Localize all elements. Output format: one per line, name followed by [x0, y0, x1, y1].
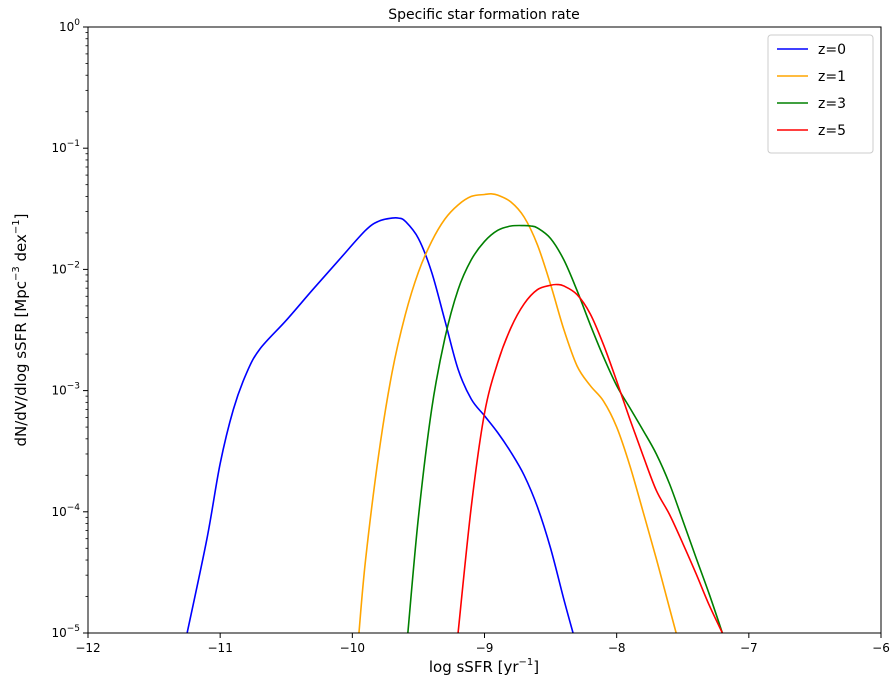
y-tick-label: 100 [59, 18, 80, 34]
y-tick-label: 10−2 [51, 260, 80, 276]
y-tick-base: 10 [51, 141, 66, 155]
y-tick-base: 10 [51, 384, 66, 398]
legend-label: z=3 [818, 96, 846, 112]
y-tick-base: 10 [51, 262, 66, 276]
y-axis-label-main: dN/dV/dlog sSFR [Mpc [12, 281, 30, 447]
y-tick-exponent: 0 [74, 18, 80, 28]
series-layer [186, 193, 724, 633]
y-axis-label: dN/dV/dlog sSFR [Mpc−3 dex−1] [11, 213, 30, 446]
x-ticks: −12 −11 −10 −9 −8 −7 −6 [75, 633, 890, 655]
x-tick-label: −7 [740, 641, 758, 655]
series-line-z5 [457, 283, 724, 633]
series-line-z1 [358, 193, 677, 633]
x-axis-label-exp: −1 [519, 657, 534, 668]
x-axis-label-main: log sSFR [yr [429, 658, 520, 676]
x-axis-label: log sSFR [yr−1] [429, 657, 539, 676]
series-line-z0 [186, 216, 574, 633]
y-tick-base: 10 [59, 20, 74, 34]
legend-label: z=1 [818, 69, 846, 85]
legend: z=0 z=1 z=3 z=5 [767, 34, 874, 154]
series-line-z3 [407, 224, 724, 633]
chart-title: Specific star formation rate [388, 7, 579, 23]
y-axis-label-exp-1: −3 [11, 266, 22, 281]
y-tick-label: 10−3 [51, 382, 80, 398]
y-tick-base: 10 [51, 626, 66, 640]
y-tick-label: 10−5 [51, 624, 80, 640]
legend-label: z=5 [818, 123, 846, 139]
y-tick-exponent: −5 [67, 624, 80, 634]
y-tick-base: 10 [51, 505, 66, 519]
x-axis-label-end: ] [533, 658, 539, 676]
x-tick-label: −8 [608, 641, 626, 655]
y-axis-label-mid: dex [12, 234, 30, 266]
y-axis-label-end: ] [12, 213, 30, 219]
x-tick-label: −6 [872, 641, 890, 655]
y-tick-exponent: −2 [67, 260, 80, 270]
legend-box [767, 34, 874, 154]
y-tick-label: 10−4 [51, 503, 80, 519]
legend-items: z=0 z=1 z=3 z=5 [777, 42, 846, 139]
x-tick-label: −9 [476, 641, 494, 655]
x-tick-label: −12 [75, 641, 100, 655]
legend-label: z=0 [818, 42, 846, 58]
y-tick-exponent: −3 [67, 382, 80, 392]
y-axis-label-exp-2: −1 [11, 219, 22, 234]
y-tick-exponent: −1 [67, 139, 80, 149]
y-tick-exponent: −4 [67, 503, 81, 513]
y-tick-label: 10−1 [51, 139, 80, 155]
x-tick-label: −11 [208, 641, 233, 655]
x-tick-label: −10 [340, 641, 365, 655]
